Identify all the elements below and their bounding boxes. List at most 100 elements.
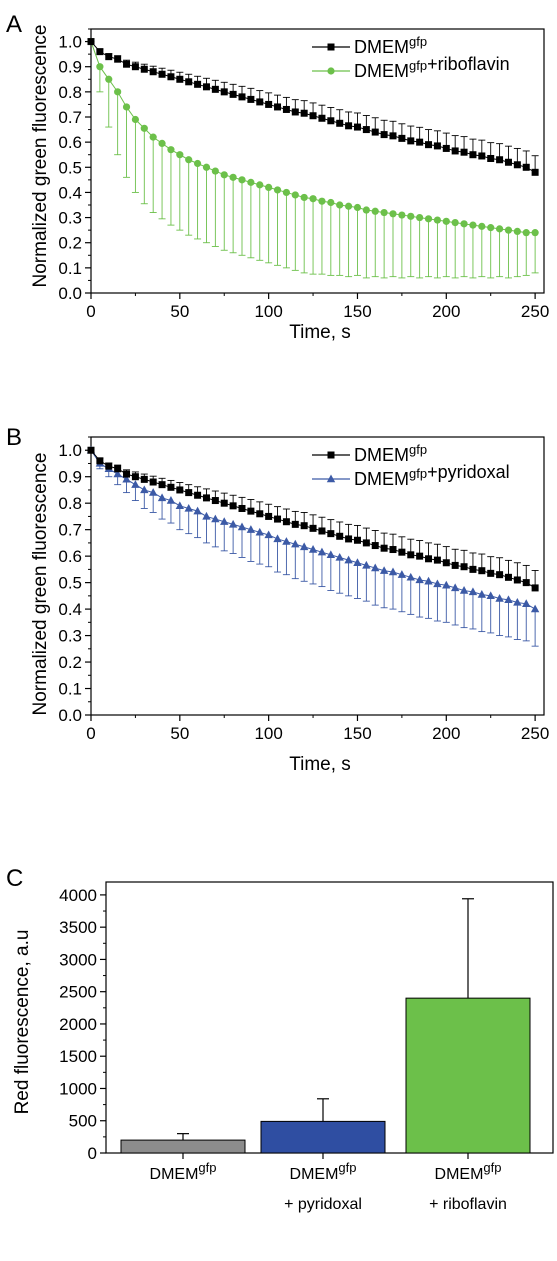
data-point bbox=[522, 163, 530, 171]
data-point bbox=[300, 109, 308, 117]
data-point bbox=[478, 222, 486, 230]
data-point bbox=[522, 599, 531, 607]
data-point bbox=[202, 163, 211, 171]
panel-label-c: C bbox=[6, 865, 23, 892]
data-point bbox=[504, 595, 513, 604]
data-point bbox=[202, 511, 211, 520]
data-point bbox=[504, 226, 513, 234]
data-point bbox=[407, 551, 415, 559]
data-point bbox=[468, 587, 478, 596]
x-tick-label: 100 bbox=[254, 724, 282, 743]
y-tick-label: 0.5 bbox=[58, 574, 82, 593]
y-tick-label: 0.8 bbox=[58, 83, 82, 102]
data-point bbox=[176, 486, 184, 494]
data-point bbox=[433, 142, 441, 150]
x-tick-label: 250 bbox=[521, 302, 549, 321]
data-point bbox=[487, 569, 495, 577]
legend-marker bbox=[327, 43, 335, 51]
data-point bbox=[96, 48, 104, 56]
data-point bbox=[407, 212, 415, 220]
y-tick-label: 0.9 bbox=[58, 58, 82, 77]
data-point bbox=[336, 201, 344, 209]
data-point bbox=[282, 518, 290, 526]
data-point bbox=[123, 60, 131, 68]
data-point bbox=[87, 38, 95, 46]
legend-marker bbox=[327, 451, 335, 459]
data-point bbox=[247, 95, 255, 103]
data-point bbox=[451, 561, 459, 569]
data-point bbox=[424, 215, 433, 223]
data-point bbox=[487, 154, 495, 162]
y-tick-label: 1500 bbox=[59, 1047, 97, 1066]
data-point bbox=[398, 548, 406, 556]
data-point bbox=[131, 480, 140, 488]
data-point bbox=[256, 98, 264, 106]
data-point bbox=[220, 499, 228, 507]
y-tick-label: 0.1 bbox=[58, 259, 82, 278]
data-point bbox=[131, 115, 140, 124]
data-point bbox=[442, 144, 450, 152]
data-point bbox=[495, 594, 504, 602]
y-tick-label: 0.8 bbox=[58, 494, 82, 513]
data-point bbox=[380, 544, 388, 552]
series-0 bbox=[87, 38, 539, 176]
legend-entry: DMEMgfp bbox=[354, 442, 427, 465]
data-point bbox=[389, 132, 397, 140]
data-point bbox=[460, 563, 468, 571]
category-label: DMEMgfp bbox=[150, 1160, 217, 1183]
legend-entry: DMEMgfp+riboflavin bbox=[354, 54, 510, 81]
y-tick-label: 500 bbox=[69, 1112, 97, 1131]
y-tick-label: 0.6 bbox=[58, 547, 82, 566]
data-point bbox=[318, 197, 326, 205]
data-point bbox=[406, 572, 415, 581]
y-tick-label: 1000 bbox=[59, 1079, 97, 1098]
data-point bbox=[122, 474, 131, 483]
data-point bbox=[184, 503, 193, 512]
data-point bbox=[114, 55, 122, 63]
data-point bbox=[425, 141, 433, 149]
data-point bbox=[220, 88, 228, 96]
data-point bbox=[158, 70, 166, 78]
data-point bbox=[504, 573, 512, 581]
data-point bbox=[220, 517, 229, 525]
data-point bbox=[362, 539, 370, 547]
plot-area-b: 0.0 0.1 0.2 0.3 0.4 0.5 0.6 0.7 0.8 0.9 1.0 0 50 100 1… bbox=[58, 436, 549, 743]
data-point bbox=[451, 219, 459, 227]
y-tick-label: 0.5 bbox=[58, 158, 82, 177]
data-point bbox=[149, 68, 157, 76]
data-point bbox=[397, 570, 407, 578]
y-tick-label: 0.7 bbox=[58, 521, 82, 540]
data-point bbox=[185, 78, 193, 86]
x-axis-label-a: Time, s bbox=[289, 322, 351, 343]
y-tick-label: 1.0 bbox=[58, 33, 82, 52]
data-point bbox=[389, 210, 397, 218]
data-point bbox=[167, 73, 175, 81]
data-point bbox=[291, 539, 300, 548]
data-point bbox=[291, 108, 299, 116]
data-point bbox=[450, 583, 460, 592]
data-point bbox=[371, 207, 379, 215]
y-tick-label: 0.4 bbox=[58, 183, 82, 202]
data-point bbox=[167, 146, 175, 154]
data-point bbox=[291, 191, 299, 199]
y-tick-label: 0.2 bbox=[58, 234, 82, 253]
data-point bbox=[282, 105, 290, 113]
legend-marker bbox=[326, 474, 336, 483]
data-point bbox=[513, 576, 521, 584]
x-tick-label: 150 bbox=[343, 724, 371, 743]
data-point bbox=[424, 576, 433, 585]
data-point bbox=[229, 502, 237, 510]
data-point bbox=[273, 534, 282, 543]
y-tick-label: 1.0 bbox=[58, 441, 82, 460]
data-point bbox=[140, 65, 148, 73]
data-point bbox=[149, 478, 157, 486]
data-point bbox=[442, 580, 451, 589]
data-point bbox=[353, 123, 361, 131]
data-point bbox=[530, 604, 540, 613]
data-point bbox=[255, 527, 264, 536]
series-1 bbox=[86, 445, 540, 647]
data-point bbox=[211, 514, 220, 523]
data-point bbox=[522, 579, 530, 587]
